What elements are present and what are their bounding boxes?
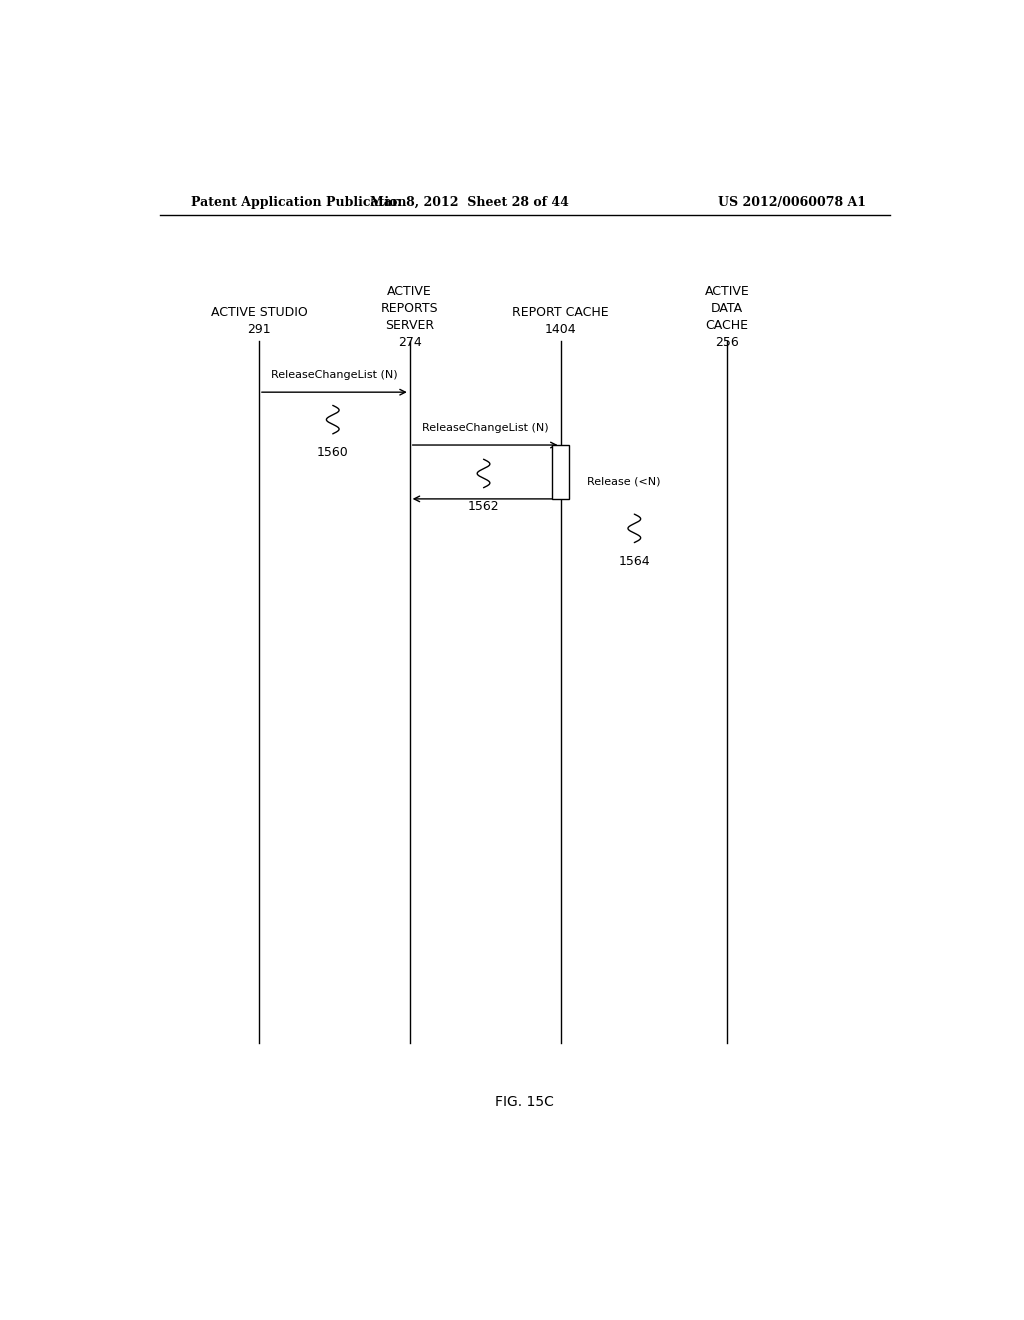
Text: ReleaseChangeList (N): ReleaseChangeList (N) <box>422 422 549 433</box>
Bar <box>552 445 569 499</box>
Text: Patent Application Publication: Patent Application Publication <box>191 195 407 209</box>
Text: ReleaseChangeList (N): ReleaseChangeList (N) <box>271 370 397 380</box>
Text: FIG. 15C: FIG. 15C <box>496 1094 554 1109</box>
Text: ACTIVE
DATA
CACHE
256: ACTIVE DATA CACHE 256 <box>705 285 750 350</box>
Text: 1562: 1562 <box>468 500 500 513</box>
Text: 1560: 1560 <box>316 446 348 459</box>
Text: 1564: 1564 <box>618 554 650 568</box>
Text: ACTIVE
REPORTS
SERVER
274: ACTIVE REPORTS SERVER 274 <box>381 285 438 350</box>
Text: Mar. 8, 2012  Sheet 28 of 44: Mar. 8, 2012 Sheet 28 of 44 <box>370 195 568 209</box>
Text: Release (<N): Release (<N) <box>587 477 660 487</box>
Text: ACTIVE STUDIO
291: ACTIVE STUDIO 291 <box>211 306 307 335</box>
Text: REPORT CACHE
1404: REPORT CACHE 1404 <box>512 306 609 335</box>
Text: US 2012/0060078 A1: US 2012/0060078 A1 <box>718 195 866 209</box>
